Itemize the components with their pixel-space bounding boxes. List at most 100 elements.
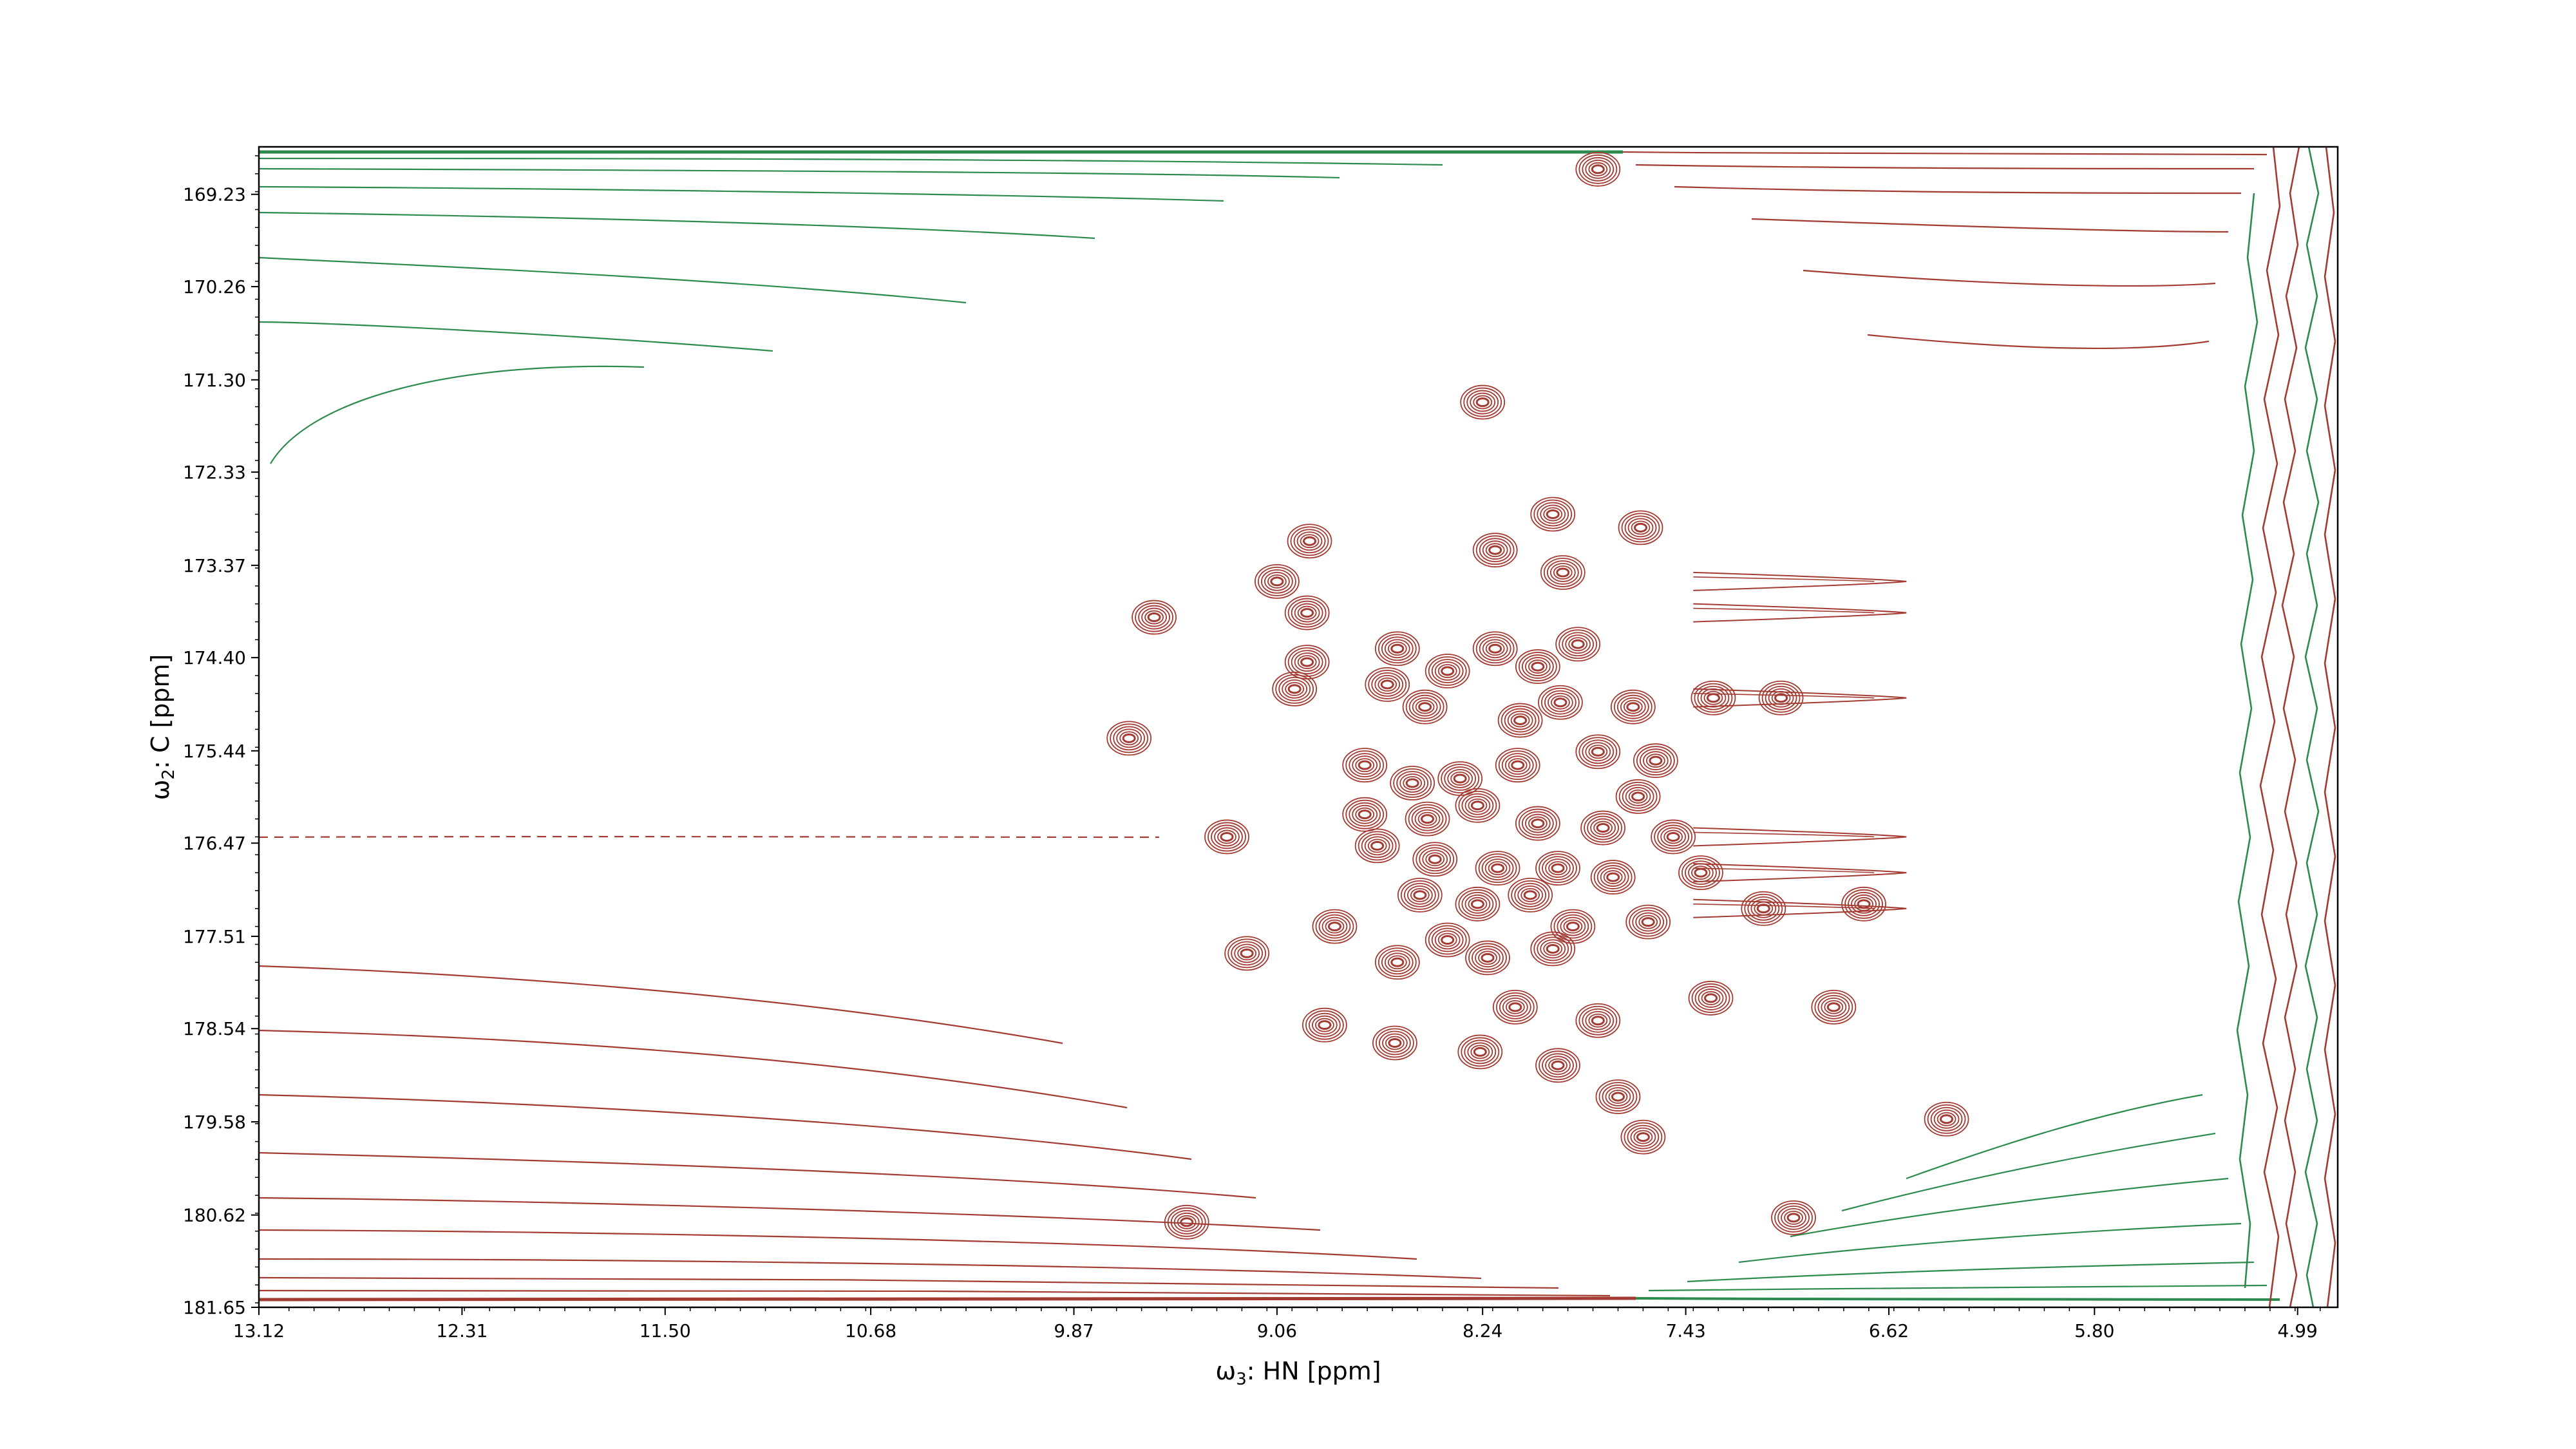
peak-contour [1384, 639, 1410, 659]
peak-contour [1368, 670, 1407, 699]
peak [1390, 766, 1435, 800]
peak-contour [1291, 650, 1323, 675]
peak-contour [1464, 1039, 1497, 1065]
x-tick-label: 9.87 [1054, 1320, 1094, 1341]
peak-contours [1106, 151, 1969, 1240]
peak-contour [1300, 534, 1320, 549]
peak-contour [1412, 842, 1458, 877]
peak-contour [1468, 798, 1488, 813]
peak-contour [1580, 810, 1626, 846]
peak-contour [1555, 627, 1601, 662]
peak-contour [1300, 657, 1314, 667]
peak [1497, 703, 1543, 738]
peak-contour [1528, 659, 1548, 674]
peak-contour [1605, 1087, 1631, 1106]
peak-contour [1473, 395, 1493, 410]
top-positive-band-2 [1635, 164, 2255, 170]
x-tick-label: 12.31 [436, 1320, 488, 1341]
peak [1425, 654, 1470, 688]
peak-contour [1312, 909, 1358, 944]
peak-contour [1588, 1013, 1608, 1028]
peak-contour [1345, 750, 1385, 781]
peak-contour [1814, 992, 1853, 1022]
peak-contour [1826, 1002, 1841, 1012]
peak-contour [1535, 851, 1580, 886]
peak-contour [1591, 746, 1605, 757]
peak-contour [1138, 605, 1171, 630]
peak-contour [1425, 922, 1470, 958]
peak-contour [1758, 680, 1804, 715]
peak-contour [1402, 689, 1448, 724]
peak-contour [1688, 981, 1734, 1016]
peak-contour [1563, 919, 1583, 934]
peak-contour [1630, 1127, 1656, 1147]
peak-contour [1530, 497, 1576, 532]
peak-contour [1441, 764, 1480, 793]
peak-contour [1562, 632, 1595, 657]
peak-contour [1358, 810, 1372, 820]
peak-contour [1270, 576, 1284, 587]
peak-contour [1468, 943, 1507, 973]
peak-contour [1568, 637, 1588, 652]
peak-contour [1636, 1132, 1650, 1142]
peak-contour [1545, 858, 1571, 878]
peak-contour [1481, 952, 1495, 963]
peak-contour [1421, 814, 1435, 824]
peak [1771, 1200, 1816, 1235]
y-tick-label: 177.51 [183, 926, 246, 947]
peak-contour [1358, 831, 1397, 861]
peak-contour [1560, 916, 1586, 936]
peak-contour [1361, 833, 1394, 858]
peak-contour [1484, 858, 1511, 878]
peak-contour [1533, 934, 1573, 964]
bottom-positive-band-5 [259, 1229, 1417, 1260]
peak-contour [1582, 1008, 1615, 1033]
x-tick-label: 8.24 [1463, 1320, 1502, 1341]
peak-contour [1349, 753, 1381, 778]
peak-contour [1548, 861, 1567, 876]
peak-contour [1441, 934, 1455, 945]
peak-contour [1540, 504, 1566, 524]
peak-contour [1220, 831, 1234, 842]
peak-contour [1214, 827, 1240, 847]
peak-contour [1685, 860, 1717, 886]
peak-contour [1627, 1124, 1660, 1150]
peak-contour [1428, 925, 1467, 955]
peak-contour [1180, 1217, 1194, 1227]
peak-contour [1582, 156, 1615, 182]
peak-contour [1374, 945, 1420, 980]
peak-contour [1515, 649, 1560, 684]
peak-contour [1144, 610, 1164, 625]
peak-contour [1531, 819, 1545, 829]
peak-contour [1461, 891, 1494, 916]
peak-contour [1396, 771, 1429, 795]
peak [1535, 1048, 1580, 1083]
peak-contour [1457, 1034, 1503, 1070]
peak-contour [1638, 914, 1658, 929]
peak-contour [1631, 520, 1651, 535]
peak-contour [1434, 661, 1461, 681]
peak-contour [1475, 397, 1490, 408]
peak-contour [1488, 861, 1508, 876]
peak-contour [1479, 538, 1511, 563]
x-tick-label: 13.12 [233, 1320, 285, 1341]
peak-contour [1544, 690, 1577, 715]
peak-contour [1380, 679, 1394, 690]
peak-contour [1403, 776, 1423, 790]
peak-contour [1627, 518, 1654, 538]
peak [1758, 680, 1804, 715]
peak-streak [1693, 576, 1875, 582]
y-tick-label: 171.30 [183, 370, 246, 391]
x-axis: 13.12 12.31 11.50 10.68 9.87 9.06 8.24 7.43 6.62… [233, 1307, 2321, 1341]
peak-contour [1690, 680, 1736, 715]
peak-contour [1566, 922, 1580, 932]
peak-contour [1258, 566, 1296, 596]
peak-contour [1431, 927, 1464, 952]
peak-contour [1521, 811, 1554, 836]
peak-contour [1399, 773, 1426, 793]
peak-contour [1537, 936, 1569, 961]
peak [1595, 1079, 1641, 1114]
peak [1530, 931, 1576, 967]
peak-contour [1533, 499, 1573, 529]
peak-contour [1378, 677, 1397, 692]
